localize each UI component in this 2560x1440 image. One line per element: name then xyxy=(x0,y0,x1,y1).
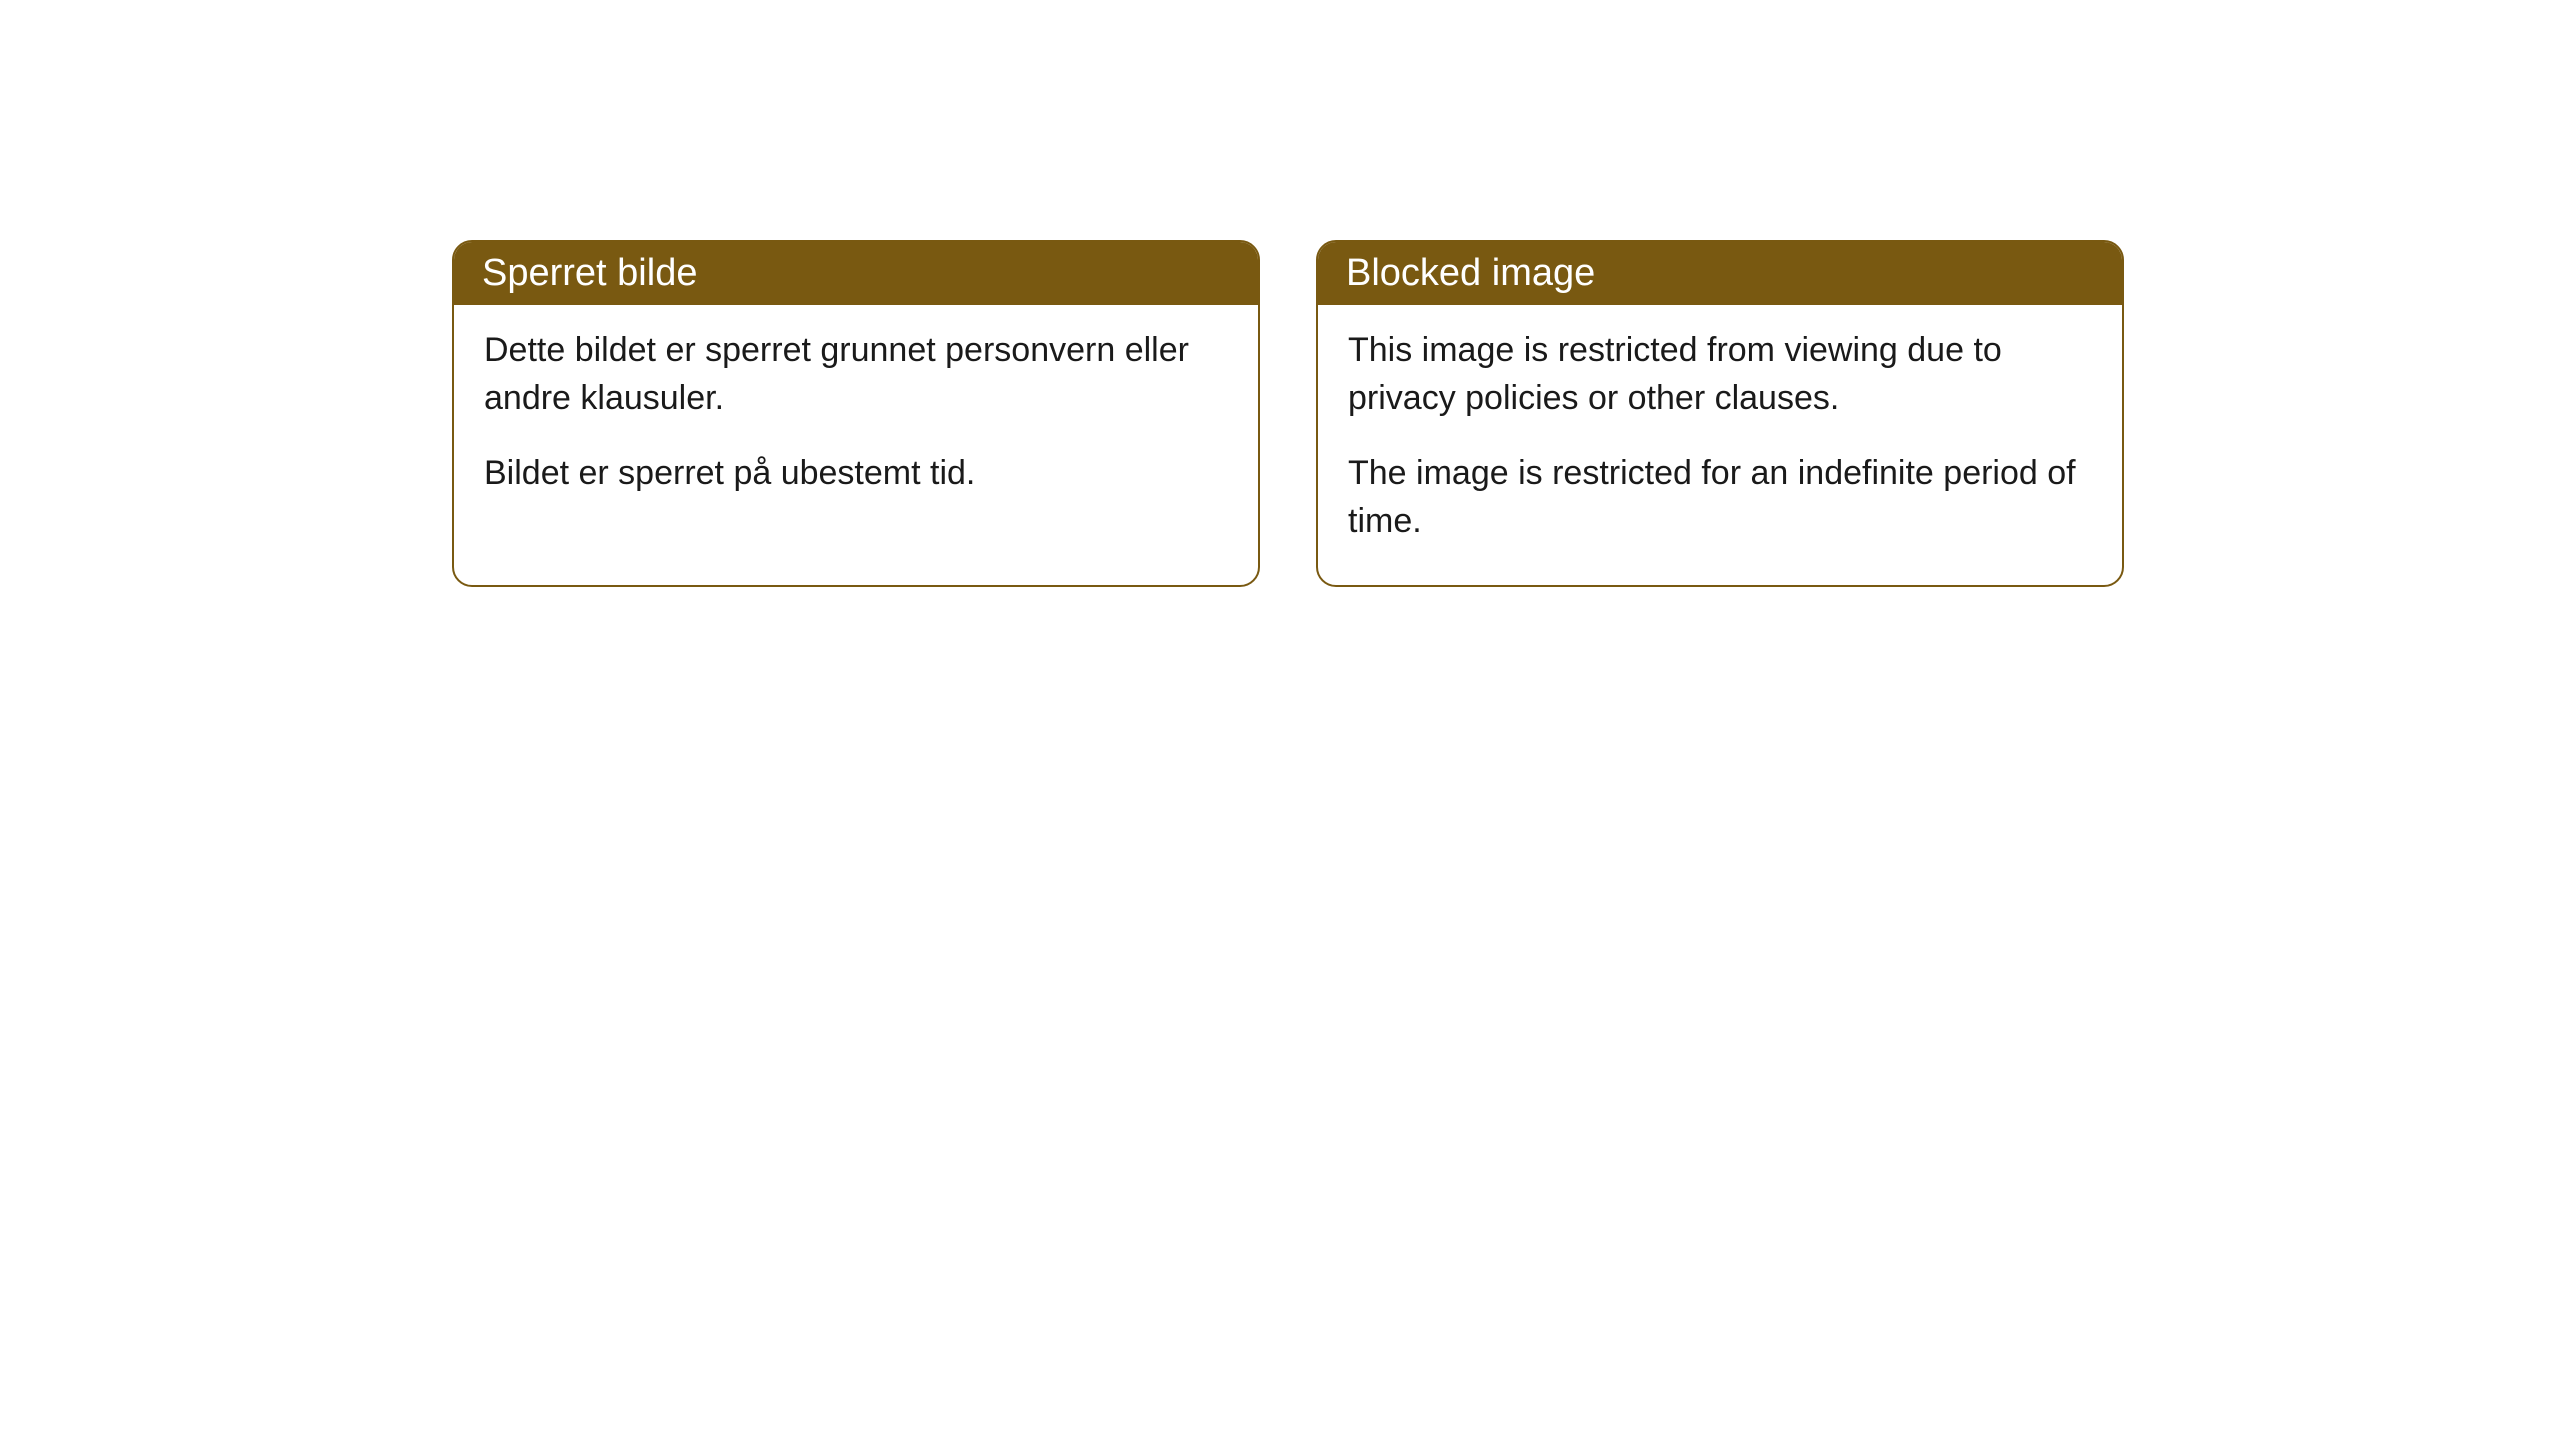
card-title: Sperret bilde xyxy=(482,252,697,294)
notice-paragraph: This image is restricted from viewing du… xyxy=(1348,327,2092,422)
card-header: Blocked image xyxy=(1318,242,2122,305)
card-body: This image is restricted from viewing du… xyxy=(1318,305,2122,585)
notice-paragraph: Dette bildet er sperret grunnet personve… xyxy=(484,327,1228,422)
notice-container: Sperret bilde Dette bildet er sperret gr… xyxy=(452,240,2124,587)
card-header: Sperret bilde xyxy=(454,242,1258,305)
notice-paragraph: Bildet er sperret på ubestemt tid. xyxy=(484,450,1228,498)
notice-card-english: Blocked image This image is restricted f… xyxy=(1316,240,2124,587)
notice-card-norwegian: Sperret bilde Dette bildet er sperret gr… xyxy=(452,240,1260,587)
card-body: Dette bildet er sperret grunnet personve… xyxy=(454,305,1258,538)
card-title: Blocked image xyxy=(1346,252,1595,294)
notice-paragraph: The image is restricted for an indefinit… xyxy=(1348,450,2092,545)
